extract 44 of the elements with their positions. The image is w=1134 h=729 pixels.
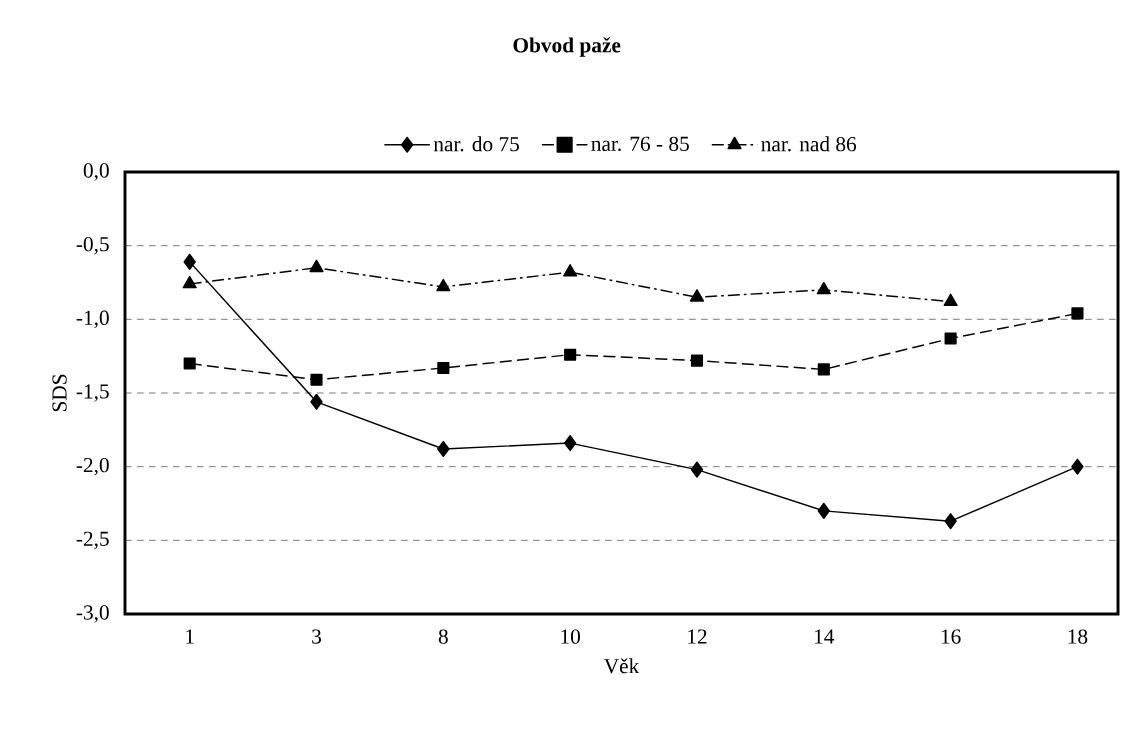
x-tick-label: 18 bbox=[1068, 629, 1088, 644]
point bbox=[563, 264, 578, 277]
y-tick-label: -1,0 bbox=[76, 310, 109, 329]
point bbox=[437, 440, 450, 458]
point bbox=[689, 289, 705, 302]
legend-label: nar. 76 - 85 bbox=[591, 136, 689, 152]
point bbox=[437, 361, 450, 375]
legend-label: nar. nad 86 bbox=[761, 136, 857, 152]
point bbox=[944, 513, 957, 530]
point bbox=[1071, 307, 1084, 320]
chart-title: Obvod paže bbox=[513, 37, 621, 57]
point bbox=[564, 348, 577, 361]
point bbox=[310, 373, 323, 386]
point bbox=[690, 461, 704, 478]
legend-label: nar. do 75 bbox=[433, 136, 519, 152]
y-tick-label: 0,0 bbox=[83, 163, 109, 181]
point bbox=[436, 278, 451, 292]
point bbox=[816, 281, 831, 295]
point bbox=[690, 354, 704, 367]
point bbox=[1071, 458, 1084, 475]
x-tick-label: 3 bbox=[312, 629, 321, 644]
x-tick-label: 12 bbox=[688, 629, 707, 644]
point bbox=[944, 332, 957, 345]
point bbox=[817, 502, 831, 519]
y-axis-title: SDS bbox=[52, 374, 67, 412]
point bbox=[310, 393, 323, 410]
y-tick-label: -0,5 bbox=[76, 236, 109, 255]
point bbox=[182, 275, 197, 289]
point bbox=[309, 259, 324, 273]
point bbox=[183, 357, 196, 370]
x-axis-title: Věk bbox=[603, 658, 640, 674]
y-tick-label: -1,5 bbox=[76, 384, 109, 402]
point bbox=[943, 293, 958, 307]
point bbox=[183, 253, 196, 270]
y-tick-label: -2,5 bbox=[76, 531, 109, 550]
x-tick-label: 8 bbox=[438, 629, 448, 644]
x-tick-label: 1 bbox=[186, 629, 194, 644]
x-tick-label: 16 bbox=[941, 629, 961, 644]
point bbox=[563, 435, 577, 452]
point bbox=[817, 363, 830, 376]
x-tick-label: 14 bbox=[815, 629, 835, 644]
x-tick-label: 10 bbox=[561, 629, 580, 644]
y-tick-label: -2,0 bbox=[76, 457, 109, 476]
y-tick-label: -3,0 bbox=[76, 605, 109, 623]
